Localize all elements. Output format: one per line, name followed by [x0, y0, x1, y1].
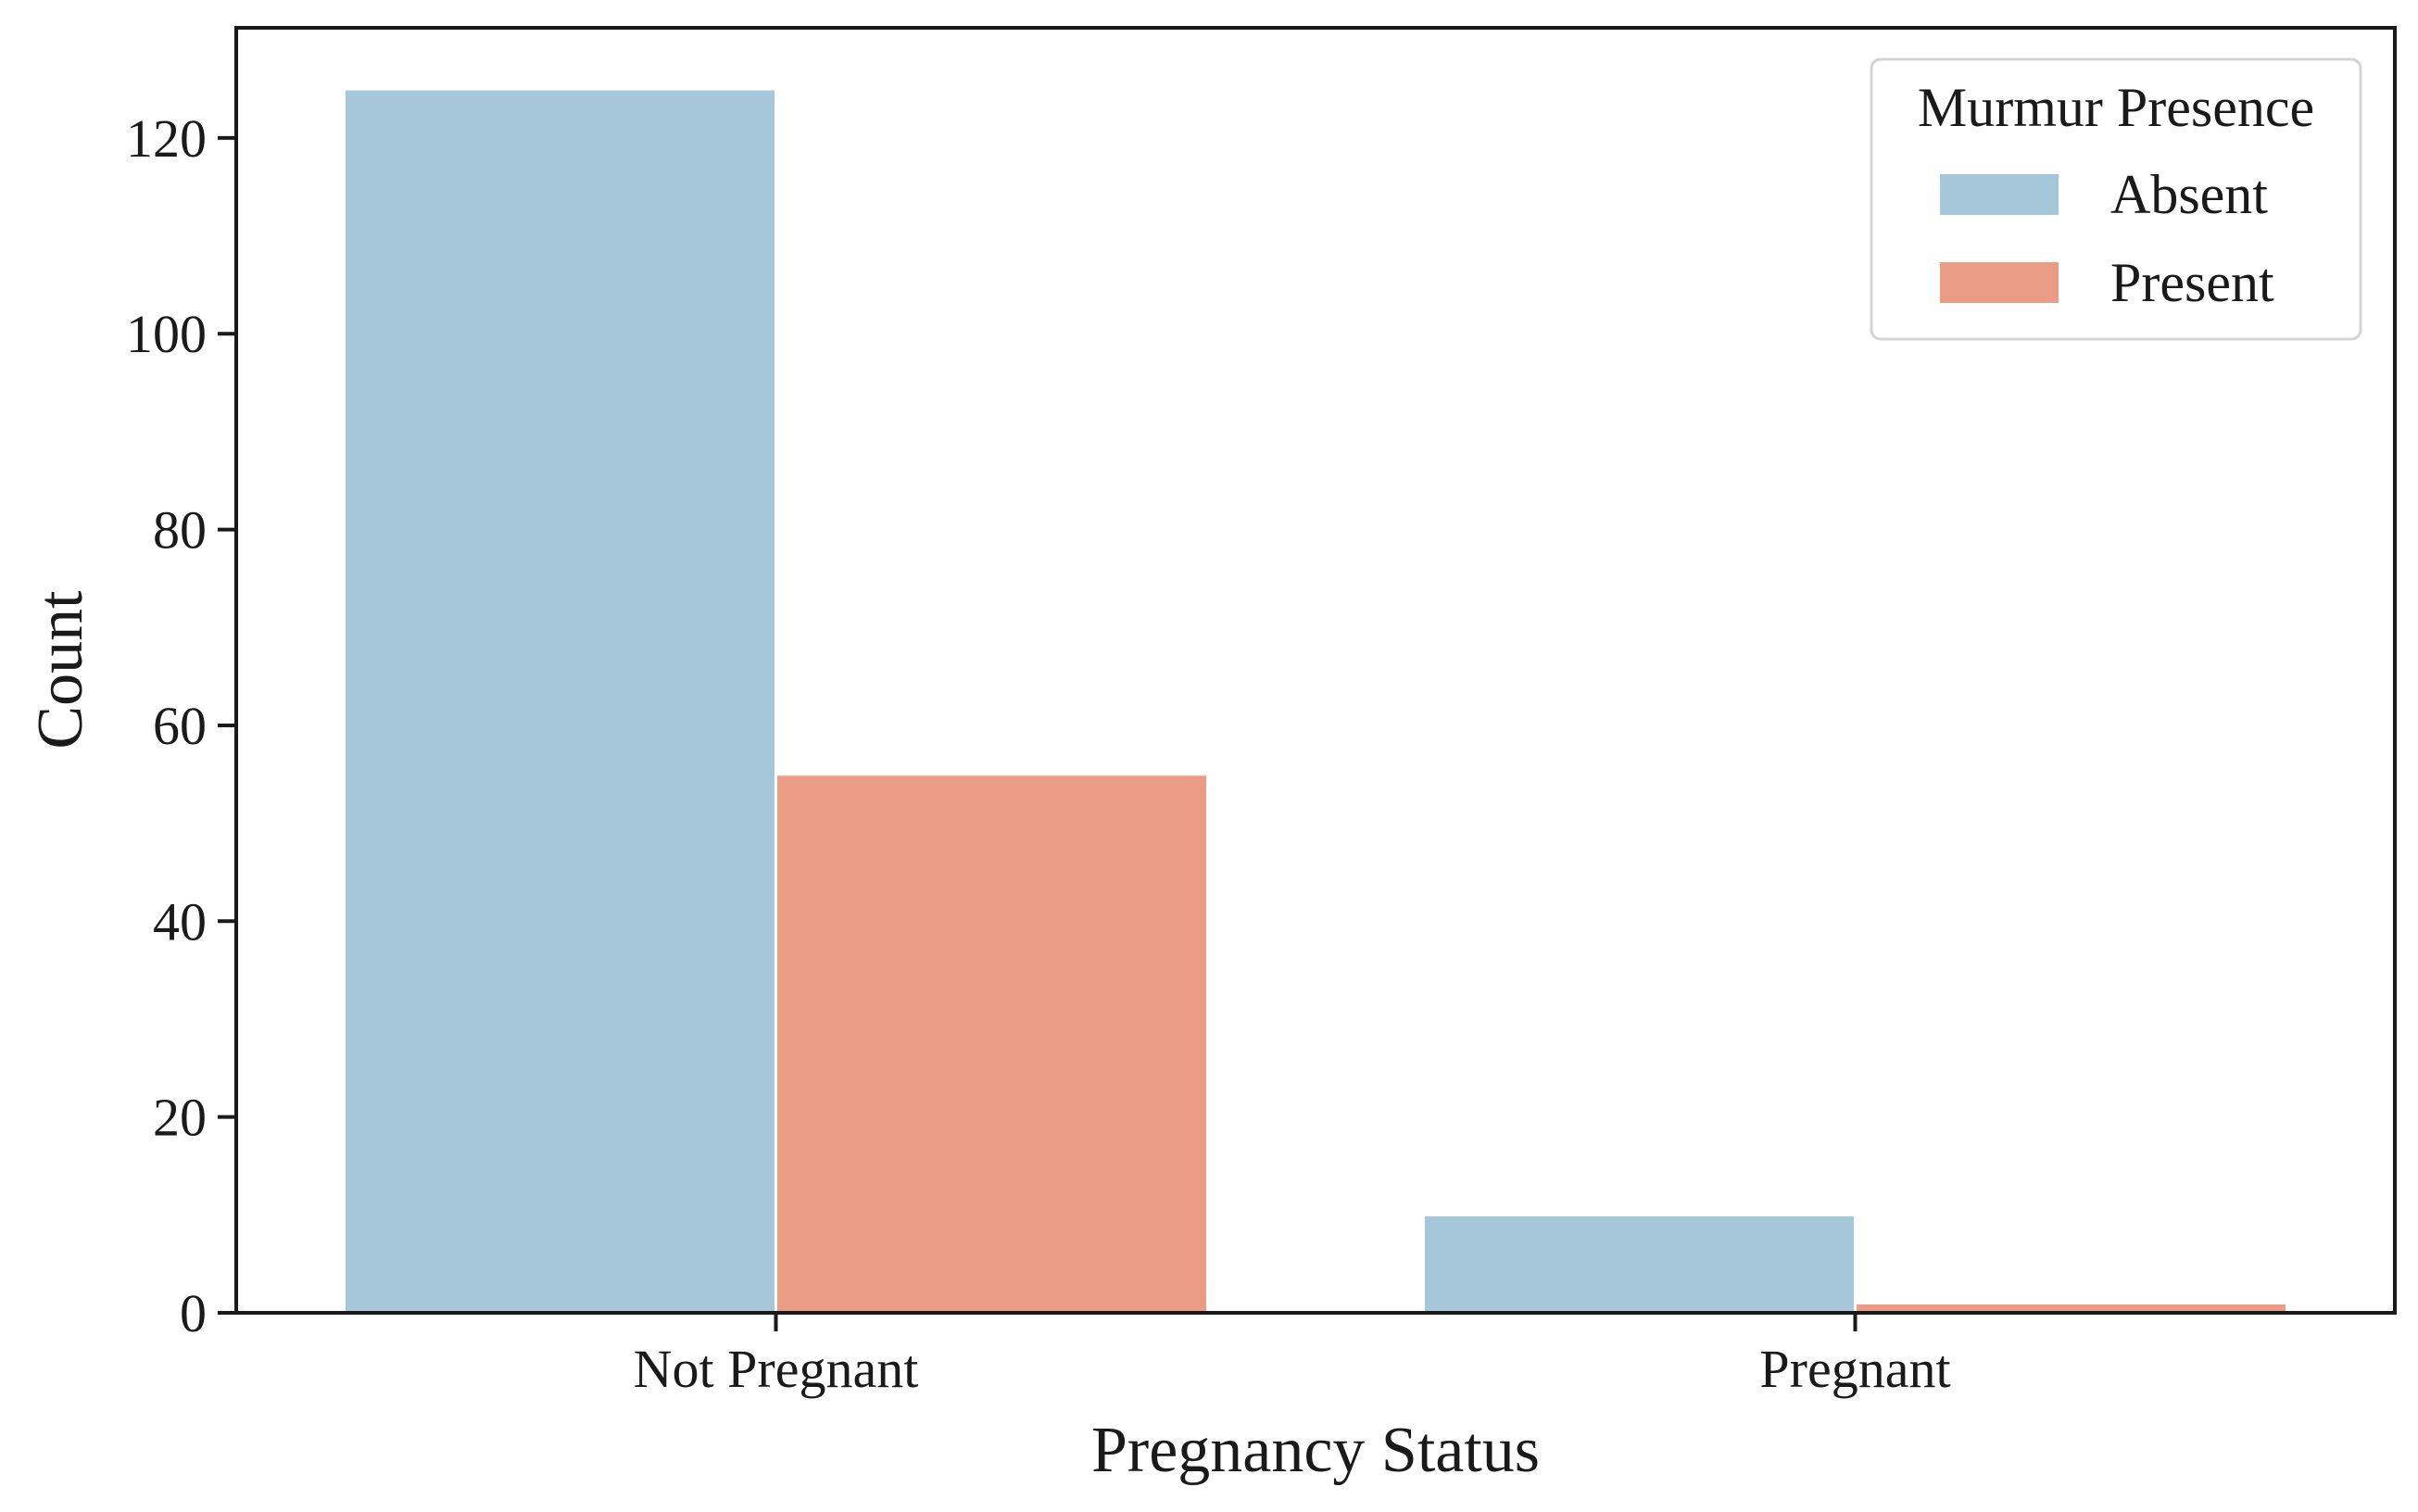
legend-swatch-absent [1940, 174, 2059, 215]
legend: Murmur Presence Absent Present [1870, 57, 2362, 341]
bar-absent-1 [1422, 1213, 1857, 1315]
y-tick-label: 120 [126, 108, 207, 169]
x-tick-label: Pregnant [1759, 1339, 1950, 1399]
x-axis: Not Pregnant Pregnant [634, 1313, 1951, 1399]
legend-label-absent: Absent [2110, 164, 2268, 225]
y-axis-title: Count [25, 590, 96, 750]
legend-title: Murmur Presence [1918, 77, 2314, 138]
y-tick-label: 60 [153, 696, 207, 756]
legend-items: Absent Present [1940, 164, 2274, 313]
y-tick-label: 40 [153, 891, 207, 951]
legend-swatch-present [1940, 262, 2059, 303]
x-axis-title: Pregnancy Status [1091, 1415, 1540, 1486]
y-axis: 0 20 40 60 80 100 120 [126, 108, 236, 1343]
x-tick-label: Not Pregnant [634, 1339, 919, 1399]
bar-absent-0 [343, 87, 777, 1315]
legend-label-present: Present [2110, 252, 2274, 313]
bars-layer [343, 87, 2288, 1315]
y-tick-label: 80 [153, 500, 207, 561]
bar-present-0 [775, 773, 1209, 1315]
y-tick-label: 20 [153, 1088, 207, 1148]
plot-frame [234, 26, 2397, 1315]
y-tick-label: 0 [180, 1283, 207, 1343]
y-tick-label: 100 [126, 304, 207, 364]
